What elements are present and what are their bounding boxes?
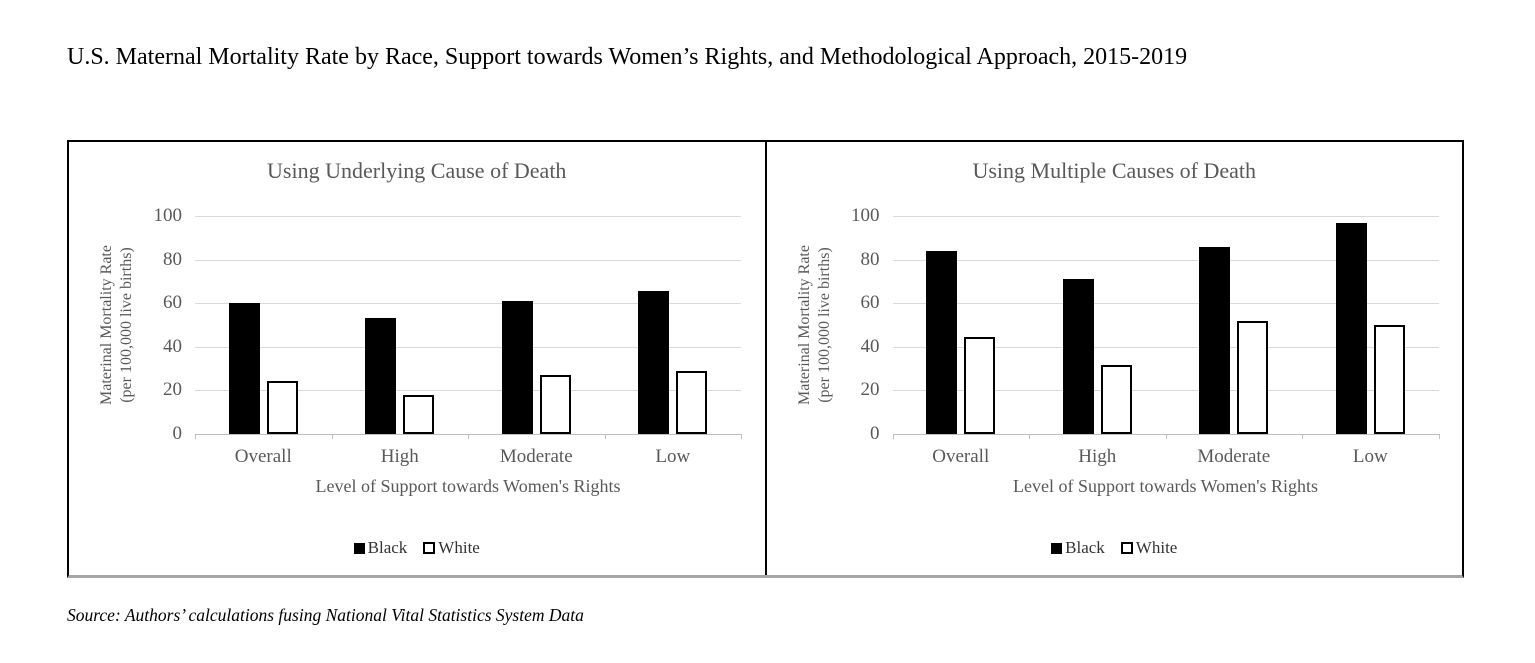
y-tick-label: 60	[163, 292, 182, 314]
legend: Black White	[69, 538, 765, 558]
y-tick-label: 40	[860, 335, 880, 357]
x-axis-title: Level of Support towards Women's Rights	[315, 476, 621, 496]
legend-label-black: Black	[1065, 538, 1105, 557]
bar-white	[1237, 320, 1269, 434]
gridline	[195, 259, 741, 261]
axis-tick	[195, 434, 196, 439]
gridline	[892, 303, 1439, 305]
y-tick-label: 60	[860, 292, 880, 314]
figure-container: Using Underlying Cause of Death Materina…	[67, 140, 1464, 578]
axis-tick	[1165, 434, 1167, 439]
gridline	[195, 216, 741, 217]
legend: Black White	[767, 538, 1463, 558]
y-tick-label: 0	[172, 423, 183, 444]
bar-black	[1199, 246, 1231, 434]
legend-item-white: White	[423, 538, 480, 558]
y-axis-label: Materinal Mortality Rate (per 100,000 li…	[795, 216, 839, 434]
bar-black	[1335, 222, 1367, 434]
page-title: U.S. Maternal Mortality Rate by Race, Su…	[67, 44, 1188, 70]
legend-item-white: White	[1120, 538, 1178, 558]
y-axis-label-line2: (per 100,000 live births)	[815, 247, 833, 403]
bar-white	[266, 380, 298, 434]
x-category-label: Moderate	[499, 446, 573, 467]
y-tick-label: 20	[163, 379, 182, 401]
gridline	[195, 303, 741, 305]
chart-panel-multiple-causes: Using Multiple Causes of Death Materinal…	[767, 142, 1463, 575]
axis-tick	[892, 434, 894, 439]
bar-black	[1062, 279, 1094, 434]
axis-tick	[1438, 434, 1440, 439]
y-tick-label: 20	[860, 379, 880, 401]
bar-white	[539, 375, 571, 434]
y-axis-label-line2: (per 100,000 live births)	[118, 247, 135, 403]
axis-tick	[1302, 434, 1303, 439]
gridline	[892, 390, 1439, 392]
plot-area: 0 20 40 60 80 100 Overall High Moderate Low	[851, 205, 1440, 467]
black-series-swatch-icon	[1051, 542, 1063, 554]
black-series-swatch-icon	[353, 542, 365, 554]
bar-black	[926, 250, 958, 434]
x-category-label: Low	[1352, 446, 1388, 467]
y-axis-label-line1: Materinal Mortality Rate	[795, 245, 813, 405]
chart-title: Using Multiple Causes of Death	[972, 158, 1257, 183]
chart-panel-underlying-cause: Using Underlying Cause of Death Materina…	[69, 142, 767, 575]
y-tick-label: 100	[153, 205, 183, 226]
x-category-label: Overall	[234, 446, 292, 467]
y-tick-label: 0	[870, 423, 880, 444]
white-series-swatch-icon	[1120, 542, 1133, 554]
x-category-label: Overall	[932, 446, 990, 467]
legend-label-white: White	[438, 538, 480, 557]
bar-black	[501, 301, 533, 434]
y-tick-label: 40	[163, 335, 182, 357]
bar-white	[676, 370, 708, 434]
axis-tick	[468, 434, 469, 439]
bar-black	[365, 318, 397, 434]
axis-tick	[741, 434, 742, 439]
bar-white	[1100, 365, 1132, 434]
x-category-label: High	[1078, 446, 1117, 467]
gridline	[892, 346, 1439, 348]
y-axis-label: Materinal Mortality Rate (per 100,000 li…	[97, 216, 141, 434]
y-tick-label: 80	[860, 248, 880, 270]
axis-tick	[331, 434, 333, 439]
legend-item-black: Black	[1051, 538, 1105, 558]
gridline	[892, 216, 1439, 217]
axis-tick	[604, 434, 606, 439]
y-tick-label: 100	[851, 205, 880, 226]
bar-white	[964, 337, 996, 434]
legend-item-black: Black	[353, 538, 408, 558]
gridline	[892, 259, 1439, 261]
y-tick-label: 80	[163, 248, 182, 270]
axis-tick	[1029, 434, 1030, 439]
bar-black	[638, 291, 670, 434]
x-category-label: Moderate	[1197, 446, 1271, 467]
source-note: Source: Authors’ calculations fusing Nat…	[67, 605, 584, 625]
y-axis-label-line1: Materinal Mortality Rate	[98, 245, 115, 405]
legend-label-black: Black	[367, 538, 408, 557]
gridline	[195, 346, 741, 348]
x-category-label: High	[380, 446, 419, 467]
plot-area: 0 20 40 60 80 100 Overall High Moderate Low	[154, 205, 742, 467]
white-series-swatch-icon	[423, 542, 436, 554]
x-category-label: Low	[655, 446, 691, 467]
x-axis-title: Level of Support towards Women's Rights	[1013, 476, 1318, 496]
chart-title: Using Underlying Cause of Death	[267, 158, 567, 183]
bar-black	[228, 303, 260, 434]
bar-white	[403, 394, 435, 434]
gridline	[195, 390, 741, 392]
legend-label-white: White	[1135, 538, 1178, 557]
bar-white	[1373, 325, 1405, 434]
